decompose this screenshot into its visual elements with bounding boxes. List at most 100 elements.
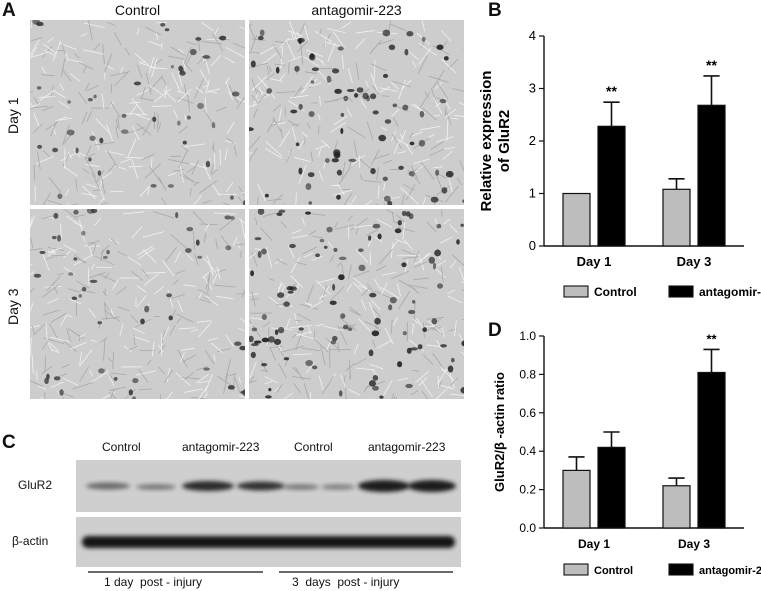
tissue-fiber [175, 372, 191, 386]
tissue-fiber [136, 285, 147, 293]
stained-nucleus [372, 374, 379, 381]
stained-nucleus [334, 88, 342, 94]
tissue-fiber [134, 53, 149, 66]
stained-nucleus [195, 37, 202, 41]
stained-nucleus [460, 223, 464, 227]
stained-nucleus [430, 196, 439, 203]
tissue-fiber [335, 224, 354, 230]
tissue-fiber [403, 184, 416, 191]
tissue-fiber [194, 78, 205, 99]
tissue-fiber [181, 347, 195, 351]
tissue-fiber [260, 52, 277, 67]
stained-nucleus [353, 93, 359, 98]
tissue-fiber [161, 76, 167, 86]
tissue-fiber [378, 39, 394, 45]
tissue-fiber [178, 150, 188, 169]
tissue-fiber [305, 302, 313, 306]
tissue-fiber [299, 23, 306, 35]
tissue-fiber [305, 362, 315, 374]
tissue-fiber [440, 266, 444, 283]
tissue-fiber [42, 309, 61, 316]
legend-swatch [563, 563, 589, 576]
tissue-fiber [216, 375, 232, 386]
stained-nucleus [311, 365, 318, 370]
tissue-fiber [216, 295, 234, 300]
stained-nucleus [166, 293, 172, 298]
stained-nucleus [372, 110, 379, 115]
tissue-fiber [179, 162, 184, 183]
tissue-fiber [205, 79, 210, 94]
stained-nucleus [185, 248, 192, 254]
stained-nucleus [406, 30, 414, 37]
stained-nucleus [249, 335, 254, 343]
tissue-fiber [349, 309, 362, 317]
tissue-fiber [238, 218, 245, 224]
tissue-fiber [271, 122, 286, 125]
tissue-fiber [174, 251, 181, 264]
tissue-fiber [265, 141, 283, 157]
tissue-fiber [294, 312, 298, 324]
tissue-fiber [100, 337, 108, 343]
significance-marker: ** [706, 57, 717, 73]
tissue-fiber [239, 26, 245, 30]
tissue-fiber [30, 271, 35, 276]
tissue-fiber [420, 161, 435, 180]
tissue-fiber [249, 50, 252, 55]
tissue-fiber [287, 55, 302, 63]
tissue-fiber [272, 103, 282, 112]
tissue-fiber [350, 217, 368, 231]
tissue-fiber [291, 234, 308, 239]
band-beta-actin [82, 536, 455, 548]
tissue-fiber [390, 242, 394, 259]
tissue-fiber [287, 30, 304, 37]
tissue-fiber [96, 169, 105, 183]
tissue-fiber [141, 87, 146, 99]
tissue-fiber [185, 253, 194, 262]
tissue-fiber [91, 172, 101, 192]
tissue-fiber [333, 31, 344, 46]
band-label-glur2: GluR2 [18, 478, 53, 492]
tissue-fiber [297, 313, 311, 322]
stained-nucleus [435, 169, 440, 176]
tissue-fiber [347, 215, 353, 222]
stained-nucleus [164, 28, 170, 32]
tissue-fiber [443, 218, 451, 225]
tissue-fiber [396, 283, 401, 297]
tissue-fiber [365, 199, 373, 205]
tissue-fiber [426, 344, 442, 348]
stained-nucleus [324, 158, 330, 164]
band-glur2-lane1 [86, 482, 130, 490]
tissue-fiber [440, 366, 457, 383]
tissue-fiber [451, 88, 464, 92]
tissue-fiber [407, 50, 419, 61]
tissue-fiber [30, 380, 44, 388]
stained-nucleus [404, 48, 409, 56]
tissue-fiber [291, 123, 301, 126]
tissue-fiber [147, 185, 150, 195]
tissue-fiber [327, 28, 346, 34]
tissue-fiber [371, 148, 380, 165]
stained-nucleus [240, 390, 245, 395]
tissue-fiber [341, 161, 346, 181]
tissue-fiber [249, 361, 257, 378]
tissue-fiber [305, 49, 324, 58]
tissue-fiber [90, 263, 95, 270]
tissue-fiber [266, 72, 276, 81]
stained-nucleus [75, 147, 79, 154]
stained-nucleus [283, 357, 290, 361]
tissue-fiber [176, 90, 191, 96]
tissue-fiber [89, 369, 94, 377]
tissue-fiber [127, 256, 142, 266]
tissue-fiber [282, 345, 304, 353]
stained-nucleus [278, 209, 286, 213]
tissue-fiber [148, 75, 164, 92]
tissue-fiber [272, 193, 284, 205]
tissue-fiber [144, 26, 162, 36]
stained-nucleus [290, 109, 298, 114]
tissue-fiber [226, 121, 235, 134]
tissue-fiber [424, 323, 443, 335]
tissue-fiber [153, 88, 171, 103]
stained-nucleus [46, 373, 50, 380]
stained-nucleus [257, 251, 262, 259]
tissue-fiber [343, 192, 353, 205]
